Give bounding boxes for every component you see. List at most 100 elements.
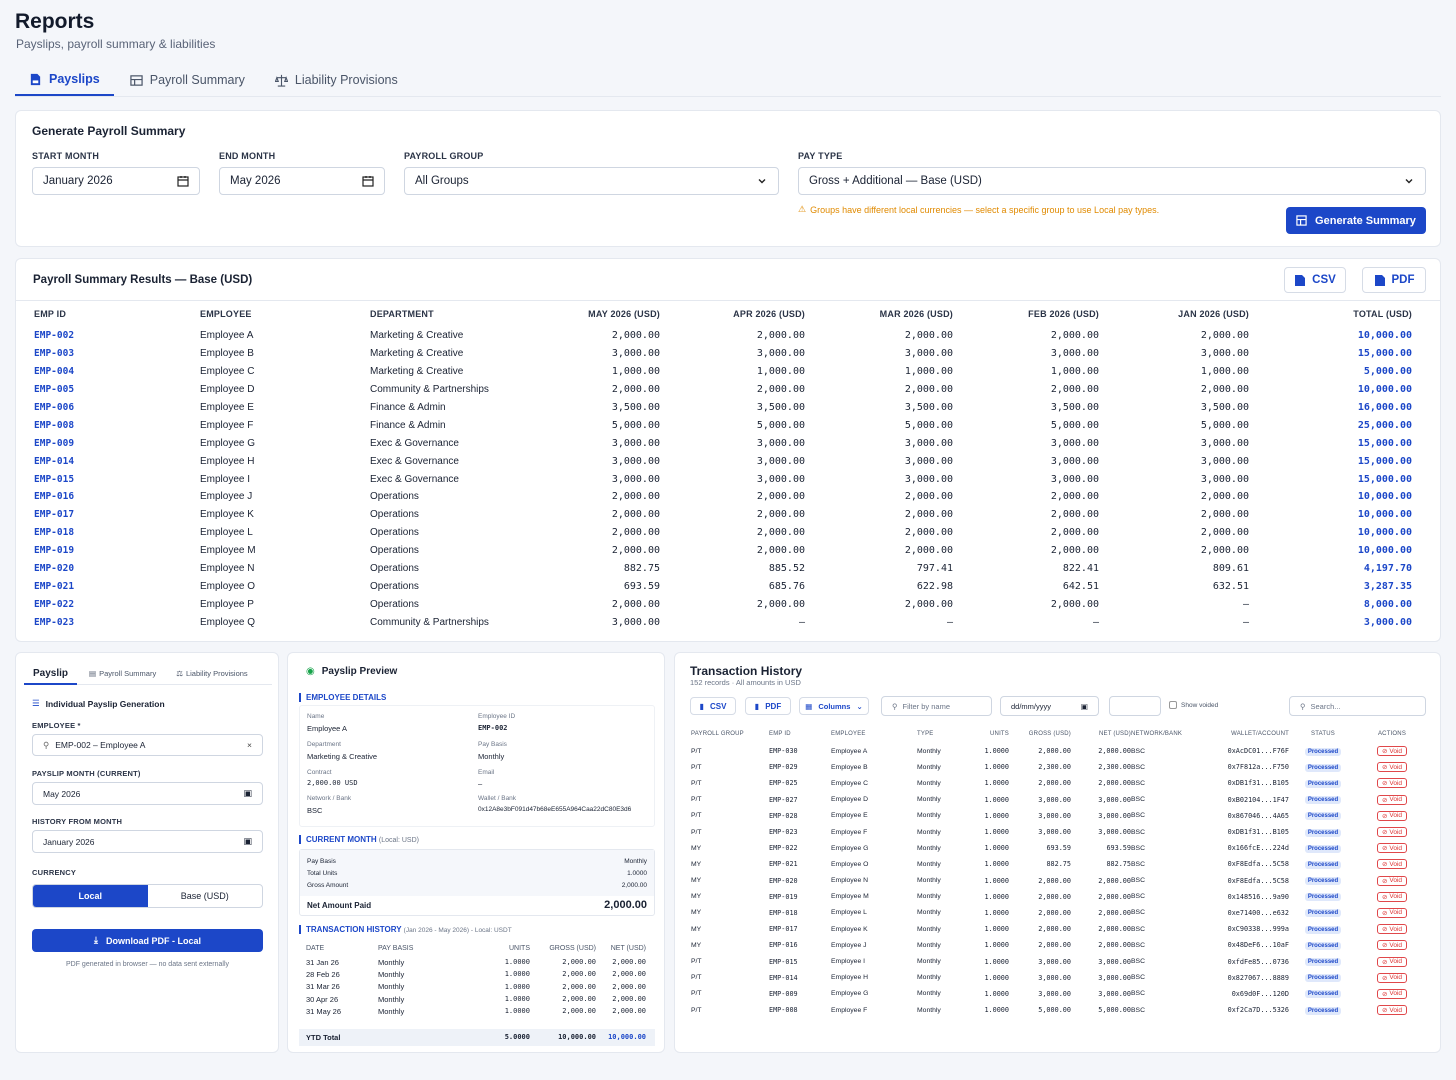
- table-cell[interactable]: EMP-022: [34, 598, 75, 610]
- payroll-group-select[interactable]: All Groups: [404, 167, 779, 195]
- table-cell[interactable]: EMP-018: [34, 527, 75, 539]
- table-row[interactable]: MY EMP-019 Employee M Monthly 1.0000 2,000.00…: [691, 889, 1427, 905]
- void-button[interactable]: ⊘ Void: [1376, 778, 1408, 789]
- table-row[interactable]: P/T EMP-023 Employee F Monthly 1.0000 3,000.0…: [691, 824, 1427, 840]
- table-row[interactable]: P/T EMP-028 Employee E Monthly 1.0000 3,000.0…: [691, 808, 1427, 824]
- table-cell[interactable]: EMP-006: [34, 402, 75, 413]
- table-row[interactable]: P/T EMP-025 Employee C Monthly 1.0000 2,000.0…: [691, 775, 1427, 791]
- column-header[interactable]: NETWORK/BANK: [1131, 731, 1183, 737]
- currency-local-option[interactable]: Local: [33, 885, 148, 907]
- table-cell[interactable]: EMP-016: [34, 491, 75, 503]
- column-header[interactable]: FEB 2026 (USD): [1028, 309, 1099, 319]
- void-button[interactable]: ⊘ Void: [1376, 891, 1408, 902]
- column-header[interactable]: TOTAL (USD): [1353, 309, 1412, 319]
- pay-type-select[interactable]: Gross + Additional — Base (USD): [798, 167, 1426, 195]
- table-row[interactable]: EMP-005 Employee D Community & Partnership…: [34, 381, 1412, 399]
- column-header[interactable]: EMPLOYEE: [200, 309, 252, 319]
- column-header[interactable]: MAR 2026 (USD): [879, 309, 953, 319]
- payslip-month-input[interactable]: May 2026 ▣: [32, 782, 263, 805]
- void-button[interactable]: ⊘ Void: [1376, 988, 1408, 999]
- table-row[interactable]: EMP-016 Employee J Operations 2,000.00 2,000…: [34, 488, 1412, 506]
- void-button[interactable]: ⊘ Void: [1376, 1005, 1408, 1016]
- table-row[interactable]: EMP-020 Employee N Operations 882.75 885.52 7…: [34, 560, 1412, 578]
- void-button[interactable]: ⊘ Void: [1376, 924, 1408, 935]
- columns-button[interactable]: ▦ Columns ⌄: [799, 697, 869, 715]
- table-row[interactable]: MY EMP-021 Employee O Monthly 1.0000 882.75 88…: [691, 856, 1427, 872]
- table-row[interactable]: EMP-002 Employee A Marketing & Creative 2,0…: [34, 327, 1412, 345]
- column-header[interactable]: DEPARTMENT: [370, 309, 434, 319]
- void-button[interactable]: ⊘ Void: [1376, 940, 1408, 951]
- table-row[interactable]: MY EMP-020 Employee N Monthly 1.0000 2,000.00…: [691, 873, 1427, 889]
- table-row[interactable]: EMP-015 Employee I Exec & Governance 3,000.…: [34, 470, 1412, 488]
- column-header[interactable]: GROSS (USD): [1028, 731, 1071, 737]
- start-month-input[interactable]: January 2026: [32, 167, 200, 195]
- table-row[interactable]: P/T EMP-008 Employee F Monthly 1.0000 5,000.0…: [691, 1002, 1427, 1018]
- table-cell[interactable]: EMP-020: [34, 563, 75, 575]
- void-button[interactable]: ⊘ Void: [1376, 956, 1408, 967]
- panel-tab-liability[interactable]: ⚖ Liability Provisions: [168, 663, 255, 684]
- table-cell[interactable]: EMP-008: [34, 419, 75, 431]
- table-row[interactable]: EMP-019 Employee M Operations 2,000.00 2,000…: [34, 542, 1412, 560]
- column-header[interactable]: TYPE: [917, 731, 934, 737]
- void-button[interactable]: ⊘ Void: [1376, 746, 1408, 757]
- tx-search-input[interactable]: ⚲ Search...: [1289, 696, 1426, 716]
- table-row[interactable]: P/T EMP-009 Employee G Monthly 1.0000 3,000.0…: [691, 986, 1427, 1002]
- date-filter-input[interactable]: dd/mm/yyyy ▣: [1000, 696, 1099, 716]
- table-row[interactable]: MY EMP-016 Employee J Monthly 1.0000 2,000.00…: [691, 937, 1427, 953]
- table-row[interactable]: EMP-017 Employee K Operations 2,000.00 2,000…: [34, 506, 1412, 524]
- column-header[interactable]: UNITS: [990, 731, 1009, 737]
- table-cell[interactable]: EMP-015: [34, 473, 75, 485]
- pdf-export-button[interactable]: PDF: [1362, 267, 1426, 293]
- column-header[interactable]: MAY 2026 (USD): [588, 309, 660, 319]
- table-row[interactable]: EMP-018 Employee L Operations 2,000.00 2,000…: [34, 524, 1412, 542]
- table-cell[interactable]: EMP-009: [34, 437, 75, 449]
- generate-summary-button[interactable]: Generate Summary: [1286, 207, 1426, 234]
- column-header[interactable]: PAYROLL GROUP: [691, 731, 744, 737]
- table-row[interactable]: EMP-009 Employee G Exec & Governance 3,000.…: [34, 434, 1412, 452]
- void-button[interactable]: ⊘ Void: [1376, 859, 1408, 870]
- checkbox[interactable]: [1169, 701, 1177, 709]
- filter-name-input[interactable]: ⚲ Filter by name: [881, 696, 992, 716]
- download-pdf-button[interactable]: ⤓ Download PDF - Local: [32, 929, 263, 952]
- void-button[interactable]: ⊘ Void: [1376, 907, 1408, 918]
- table-cell[interactable]: EMP-014: [34, 455, 75, 467]
- table-row[interactable]: P/T EMP-029 Employee B Monthly 1.0000 2,300.0…: [691, 759, 1427, 775]
- extra-filter-input[interactable]: [1109, 696, 1161, 716]
- employee-search-input[interactable]: ⚲ EMP-002 – Employee A ×: [32, 734, 263, 756]
- table-row[interactable]: P/T EMP-027 Employee D Monthly 1.0000 3,000.0…: [691, 792, 1427, 808]
- tx-csv-button[interactable]: ▮ CSV: [690, 697, 736, 715]
- history-month-input[interactable]: January 2026 ▣: [32, 830, 263, 853]
- void-button[interactable]: ⊘ Void: [1376, 762, 1408, 773]
- table-cell[interactable]: EMP-017: [34, 509, 75, 521]
- void-button[interactable]: ⊘ Void: [1376, 794, 1408, 805]
- table-row[interactable]: P/T EMP-030 Employee A Monthly 1.0000 2,000.0…: [691, 743, 1427, 759]
- panel-tab-payslip[interactable]: Payslip: [24, 663, 78, 685]
- column-header[interactable]: ACTIONS: [1377, 731, 1407, 737]
- table-row[interactable]: EMP-004 Employee C Marketing & Creative 1,0…: [34, 363, 1412, 381]
- panel-tab-payroll-summary[interactable]: ▤ Payroll Summary: [77, 663, 168, 684]
- table-row[interactable]: P/T EMP-015 Employee I Monthly 1.0000 3,000.0…: [691, 953, 1427, 969]
- column-header[interactable]: EMPLOYEE: [831, 731, 866, 737]
- void-button[interactable]: ⊘ Void: [1376, 875, 1408, 886]
- table-row[interactable]: EMP-006 Employee E Finance & Admin 3,500.00…: [34, 399, 1412, 417]
- void-button[interactable]: ⊘ Void: [1376, 810, 1408, 821]
- table-cell[interactable]: EMP-005: [34, 384, 75, 396]
- table-row[interactable]: EMP-023 Employee Q Community & Partnership…: [34, 613, 1412, 631]
- table-cell[interactable]: EMP-021: [34, 580, 75, 592]
- column-header[interactable]: WALLET/ACCOUNT: [1231, 731, 1289, 737]
- column-header[interactable]: STATUS: [1311, 731, 1335, 737]
- currency-base-option[interactable]: Base (USD): [180, 891, 229, 901]
- table-cell[interactable]: EMP-004: [34, 366, 75, 378]
- csv-export-button[interactable]: CSV: [1284, 267, 1346, 293]
- tab-liability-provisions[interactable]: Liability Provisions: [261, 64, 412, 96]
- table-row[interactable]: MY EMP-017 Employee K Monthly 1.0000 2,000.00…: [691, 921, 1427, 937]
- table-row[interactable]: EMP-014 Employee H Exec & Governance 3,000.…: [34, 452, 1412, 470]
- table-row[interactable]: EMP-021 Employee O Operations 693.59 685.76 6…: [34, 577, 1412, 595]
- table-cell[interactable]: EMP-003: [34, 348, 75, 360]
- tx-pdf-button[interactable]: ▮ PDF: [745, 697, 791, 715]
- clear-icon[interactable]: ×: [247, 740, 252, 750]
- void-button[interactable]: ⊘ Void: [1376, 827, 1408, 838]
- end-month-input[interactable]: May 2026: [219, 167, 385, 195]
- column-header[interactable]: EMP ID: [34, 309, 67, 319]
- void-button[interactable]: ⊘ Void: [1376, 843, 1408, 854]
